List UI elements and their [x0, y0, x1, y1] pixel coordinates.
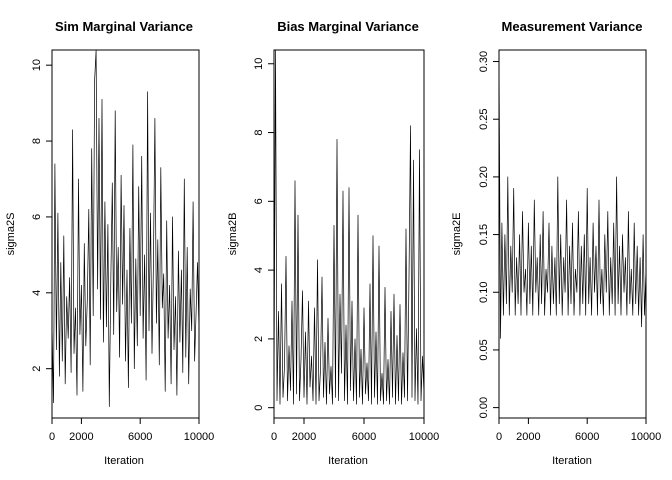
y-tick-label: 8: [253, 129, 265, 135]
x-tick-label: 6000: [128, 431, 152, 443]
y-axis: 2 4 6 8 10: [31, 59, 52, 372]
y-tick-label: 0.05: [478, 339, 490, 360]
x-axis: 0 2000 6000 10000: [49, 417, 215, 443]
x-tick-label: 6000: [352, 431, 376, 443]
panel-title: Measurement Variance: [502, 19, 643, 34]
x-axis: 0 2000 6000 10000: [496, 417, 662, 443]
y-tick-label: 10: [31, 59, 43, 71]
x-tick-label: 6000: [575, 431, 599, 443]
x-axis-label: Iteration: [552, 455, 592, 467]
y-tick-label: 0.30: [478, 51, 490, 72]
x-axis-label: Iteration: [328, 455, 368, 467]
y-tick-label: 2: [253, 336, 265, 342]
y-tick-label: 8: [31, 138, 43, 144]
x-tick-label: 0: [271, 431, 277, 443]
x-axis: 0 2000 6000 10000: [271, 417, 440, 443]
y-tick-label: 4: [31, 290, 43, 296]
y-axis: 0 2 4 6 8 10: [253, 58, 274, 411]
y-tick-label: 10: [253, 58, 265, 70]
panel-sim-marginal-variance: Sim Marginal Variance 0 2000 6000 10000 2 4 6…: [5, 19, 214, 467]
y-axis-label: sigma2S: [5, 213, 17, 256]
trace-line: [273, 49, 425, 405]
y-tick-label: 4: [253, 267, 265, 273]
x-tick-label: 0: [49, 431, 55, 443]
y-tick-label: 0.25: [478, 109, 490, 130]
y-tick-label: 0.20: [478, 166, 490, 187]
x-tick-label: 2000: [516, 431, 540, 443]
y-tick-label: 0.00: [478, 397, 490, 418]
y-axis-label: sigma2E: [451, 213, 463, 256]
x-tick-label: 10000: [409, 431, 440, 443]
y-axis-label: sigma2B: [227, 213, 239, 256]
panel-bias-marginal-variance: Bias Marginal Variance 0 2000 6000 10000 0 2…: [227, 19, 439, 467]
x-tick-label: 2000: [292, 431, 316, 443]
x-axis-label: Iteration: [104, 455, 144, 467]
trace-line: [51, 49, 200, 407]
x-tick-label: 0: [496, 431, 502, 443]
y-tick-label: 0.15: [478, 224, 490, 245]
y-tick-label: 6: [31, 214, 43, 220]
panel-title: Bias Marginal Variance: [277, 19, 419, 34]
y-tick-label: 2: [31, 366, 43, 372]
y-axis: 0.00 0.05 0.10 0.15 0.20 0.25 0.30: [478, 51, 499, 418]
x-tick-label: 10000: [184, 431, 215, 443]
y-tick-label: 0: [253, 405, 265, 411]
x-tick-label: 10000: [631, 431, 662, 443]
panel-measurement-variance: Measurement Variance 0 2000 6000 10000 0.00…: [451, 19, 661, 467]
y-tick-label: 6: [253, 198, 265, 204]
y-tick-label: 0.10: [478, 282, 490, 303]
panel-title: Sim Marginal Variance: [55, 19, 193, 34]
x-tick-label: 2000: [69, 431, 93, 443]
trace-line: [498, 49, 647, 339]
